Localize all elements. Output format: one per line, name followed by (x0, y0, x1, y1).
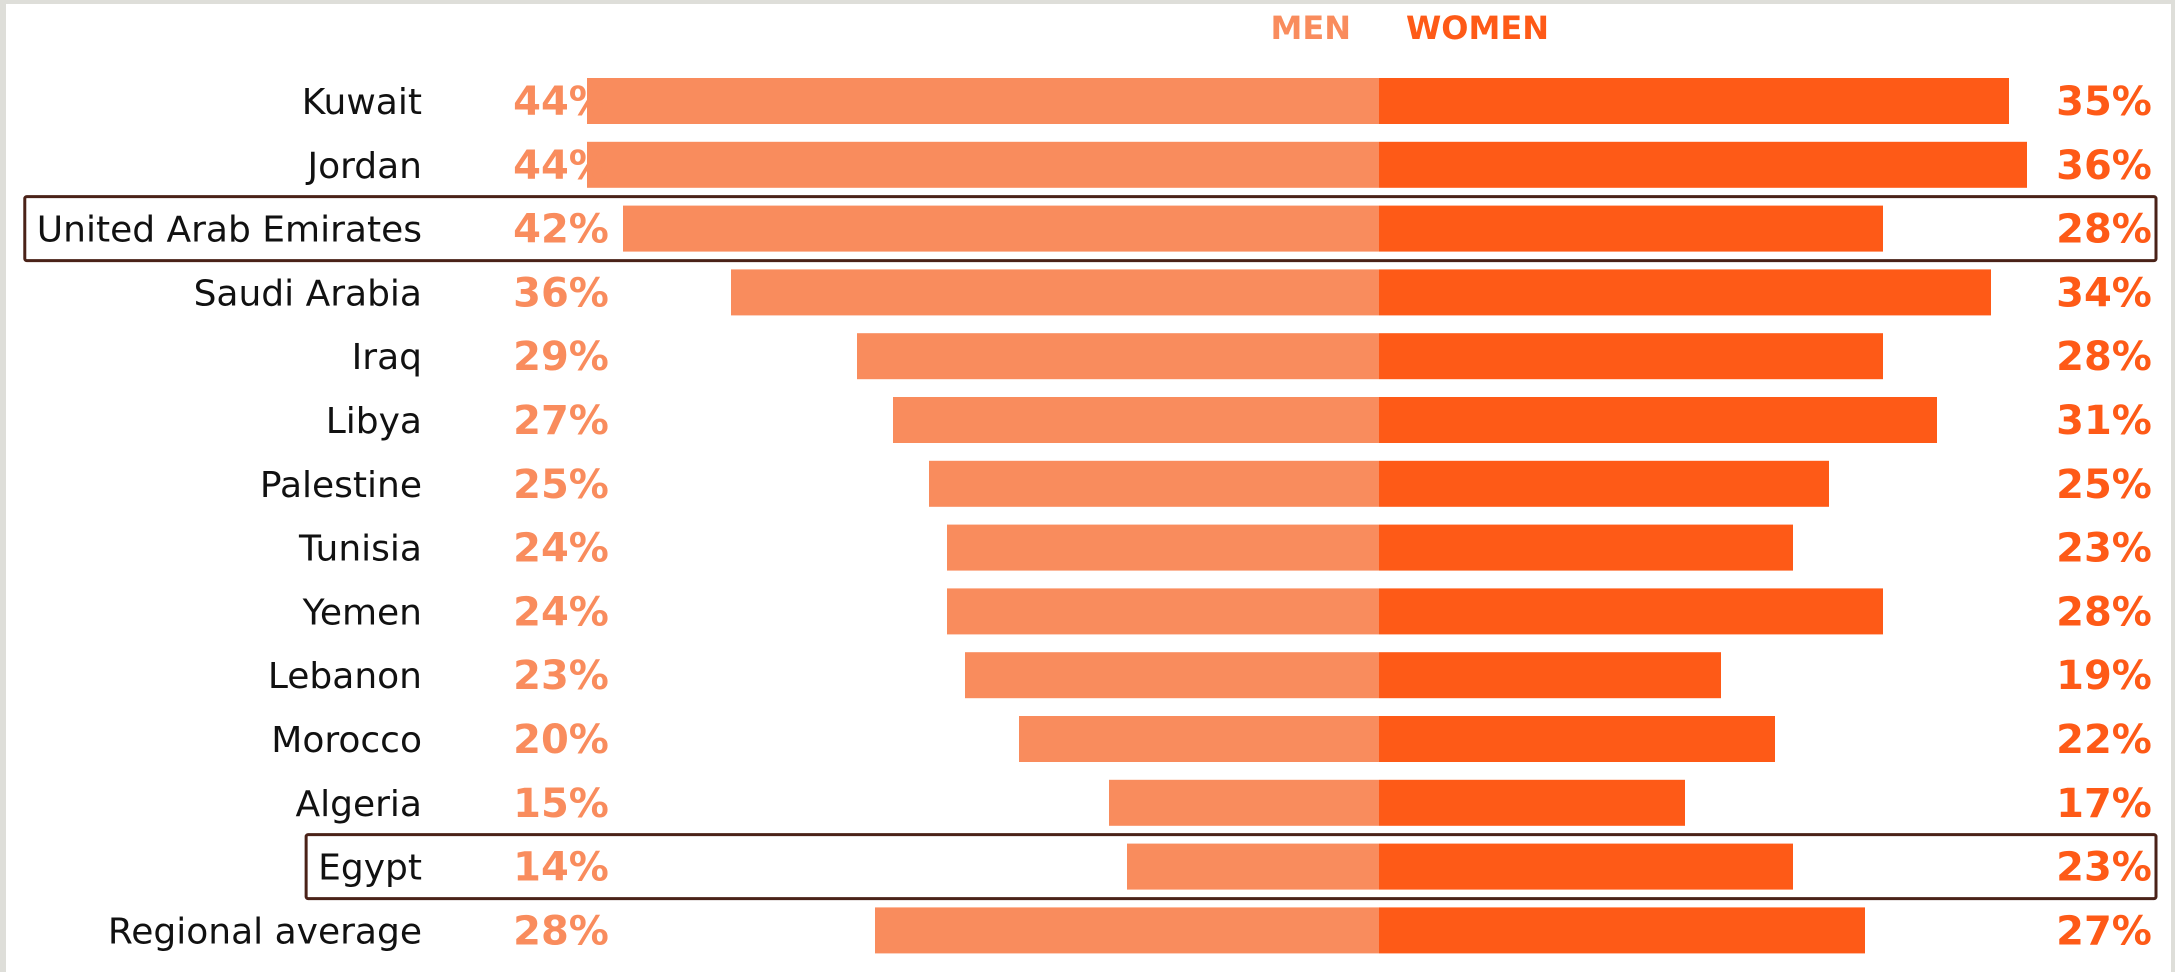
bar-women-lebanon (1379, 652, 1721, 699)
women-value-united-arab-emirates: 28% (2056, 207, 2152, 253)
highlight-box-egypt (304, 833, 2158, 901)
legend-women: WOMEN (1406, 9, 1549, 47)
bar-men-iraq (857, 333, 1379, 380)
women-value-morocco: 22% (2056, 717, 2152, 763)
bar-women-iraq (1379, 333, 1883, 380)
bar-women-morocco (1379, 716, 1775, 762)
bar-women-palestine (1379, 460, 1829, 507)
bar-women-regional-average (1379, 907, 1865, 954)
women-value-libya: 31% (2056, 398, 2152, 444)
men-value-kuwait: 44% (513, 79, 609, 125)
country-label-iraq: Iraq (352, 337, 422, 378)
bar-men-lebanon (965, 652, 1379, 699)
country-label-lebanon: Lebanon (268, 656, 422, 697)
women-value-saudi-arabia: 34% (2056, 270, 2152, 316)
bar-men-saudi-arabia (731, 269, 1379, 316)
bar-men-algeria (1109, 779, 1379, 826)
bar-women-kuwait (1379, 78, 2009, 124)
men-value-iraq: 29% (513, 334, 609, 380)
country-label-kuwait: Kuwait (302, 82, 422, 123)
women-value-tunisia: 23% (2056, 526, 2152, 572)
bar-women-libya (1379, 397, 1937, 443)
highlight-box-united-arab-emirates (23, 195, 2158, 263)
men-value-egypt: 14% (513, 845, 609, 891)
bar-men-morocco (1019, 716, 1379, 762)
men-value-libya: 27% (513, 398, 609, 444)
bar-men-united-arab-emirates (623, 205, 1379, 252)
bar-women-egypt (1379, 843, 1793, 890)
bar-women-algeria (1379, 779, 1685, 826)
men-value-lebanon: 23% (513, 653, 609, 699)
women-value-yemen: 28% (2056, 589, 2152, 635)
country-label-tunisia: Tunisia (298, 529, 422, 570)
men-value-jordan: 44% (513, 143, 609, 189)
men-value-algeria: 15% (513, 781, 609, 827)
bar-men-egypt (1127, 843, 1379, 890)
men-value-morocco: 20% (513, 717, 609, 763)
bar-men-palestine (929, 460, 1379, 507)
country-label-regional-average: Regional average (108, 911, 422, 952)
country-label-yemen: Yemen (302, 592, 422, 633)
women-value-regional-average: 27% (2056, 908, 2152, 954)
country-label-morocco: Morocco (271, 720, 422, 761)
men-value-regional-average: 28% (513, 908, 609, 954)
bar-men-regional-average (875, 907, 1379, 954)
women-value-jordan: 36% (2056, 143, 2152, 189)
country-label-algeria: Algeria (296, 784, 423, 825)
men-value-united-arab-emirates: 42% (513, 207, 609, 253)
men-value-saudi-arabia: 36% (513, 270, 609, 316)
country-label-palestine: Palestine (260, 465, 422, 506)
bar-men-libya (893, 397, 1379, 443)
country-label-united-arab-emirates: United Arab Emirates (37, 210, 422, 251)
women-value-egypt: 23% (2056, 845, 2152, 891)
women-value-lebanon: 19% (2056, 653, 2152, 699)
bar-women-yemen (1379, 588, 1883, 635)
women-value-palestine: 25% (2056, 462, 2152, 508)
country-label-libya: Libya (326, 401, 422, 442)
bar-women-tunisia (1379, 524, 1793, 571)
bar-women-saudi-arabia (1379, 269, 1991, 316)
bar-men-tunisia (947, 524, 1379, 571)
women-value-iraq: 28% (2056, 334, 2152, 380)
men-value-yemen: 24% (513, 589, 609, 635)
chart-frame: Kuwait 44% 35% Jordan 44% 36% United Arab Emir… (6, 4, 2171, 972)
country-label-jordan: Jordan (305, 146, 422, 187)
men-value-palestine: 25% (513, 462, 609, 508)
women-value-kuwait: 35% (2056, 79, 2152, 125)
bar-men-yemen (947, 588, 1379, 635)
bar-women-jordan (1379, 141, 2027, 188)
legend-men: MEN (1271, 9, 1351, 47)
country-label-saudi-arabia: Saudi Arabia (194, 273, 422, 314)
women-value-algeria: 17% (2056, 781, 2152, 827)
men-value-tunisia: 24% (513, 526, 609, 572)
bar-women-united-arab-emirates (1379, 205, 1883, 252)
country-label-egypt: Egypt (318, 848, 422, 889)
bar-men-jordan (587, 141, 1379, 188)
diverging-bar-chart: Kuwait 44% 35% Jordan 44% 36% United Arab Emir… (23, 9, 2158, 954)
bar-men-kuwait (587, 78, 1379, 124)
